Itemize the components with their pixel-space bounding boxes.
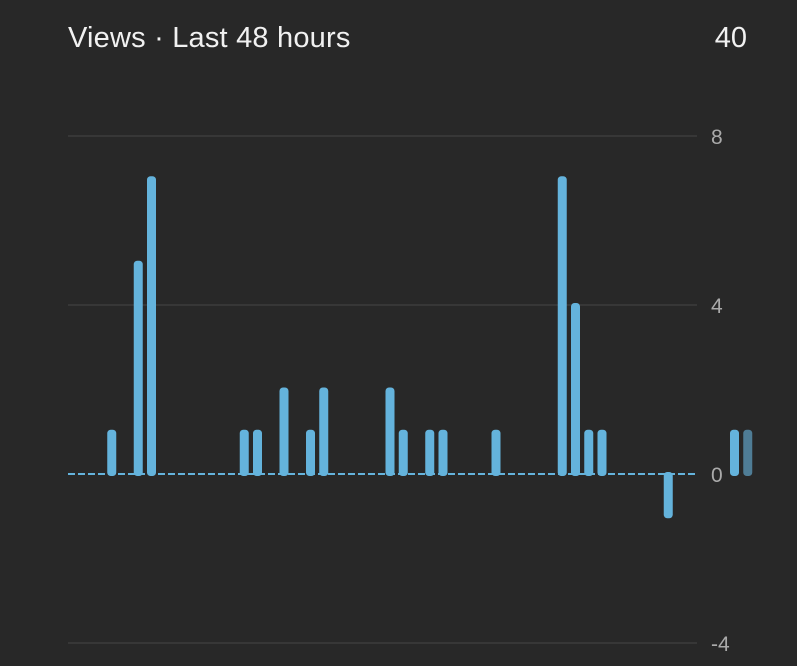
bars bbox=[107, 176, 753, 519]
y-tick-label: 0 bbox=[711, 464, 723, 487]
bar-38[interactable] bbox=[597, 429, 607, 476]
bar-14[interactable] bbox=[279, 387, 289, 477]
total-views: 40 bbox=[714, 22, 747, 54]
y-axis-ticks: 8 4 0 -4 bbox=[711, 126, 730, 656]
bar-1[interactable] bbox=[107, 429, 117, 476]
bar-12[interactable] bbox=[253, 429, 262, 476]
bar-16[interactable] bbox=[306, 429, 315, 476]
bar-35[interactable] bbox=[557, 176, 567, 476]
y-tick-label: -4 bbox=[711, 633, 730, 656]
bar-25[interactable] bbox=[425, 429, 435, 476]
bar-22[interactable] bbox=[385, 387, 395, 477]
bar-43[interactable] bbox=[663, 472, 673, 519]
bar-17[interactable] bbox=[319, 387, 329, 477]
y-tick-label: 8 bbox=[711, 126, 723, 149]
bar-11[interactable] bbox=[239, 429, 249, 476]
bar-36[interactable] bbox=[571, 303, 580, 476]
bar-23[interactable] bbox=[398, 429, 408, 476]
bar-3[interactable] bbox=[133, 260, 143, 476]
bar-49[interactable] bbox=[743, 429, 753, 476]
gridlines bbox=[68, 135, 697, 644]
bar-30[interactable] bbox=[491, 429, 501, 476]
bar-4[interactable] bbox=[147, 176, 156, 476]
y-tick-label: 4 bbox=[711, 295, 723, 318]
bar-48[interactable] bbox=[730, 429, 739, 476]
chart-title: Views · Last 48 hours bbox=[68, 22, 351, 54]
bar-37[interactable] bbox=[584, 429, 594, 476]
bar-26[interactable] bbox=[438, 429, 448, 476]
